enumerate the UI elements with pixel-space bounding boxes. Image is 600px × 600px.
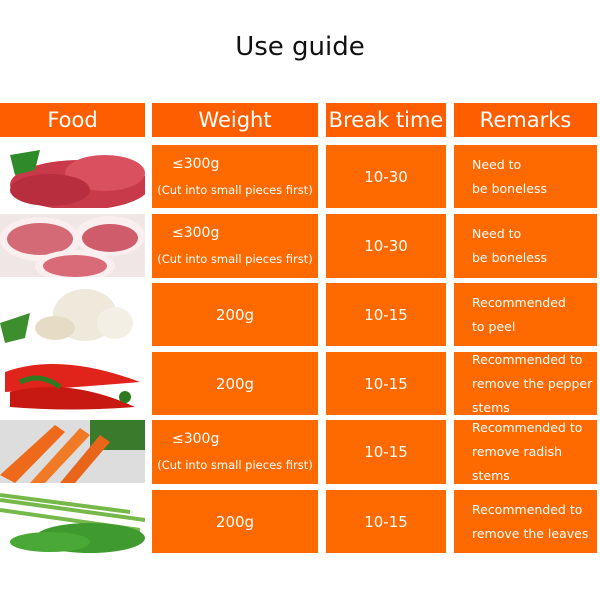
weight-value: ≤300g bbox=[172, 431, 220, 447]
header-food: Food bbox=[0, 103, 145, 137]
weight-cell: ≤300g (Cut into small pieces first) bbox=[152, 145, 318, 208]
weight-note: (Cut into small pieces first) bbox=[157, 458, 313, 472]
header-weight: Weight bbox=[152, 103, 318, 137]
garlic-image bbox=[0, 283, 145, 346]
break-time-cell: 10-15 bbox=[326, 283, 446, 346]
weight-cell: 200g bbox=[152, 490, 318, 553]
weight-note: (Cut into small pieces first) bbox=[157, 252, 313, 266]
page-title: Use guide bbox=[235, 32, 365, 62]
weight-cell: ≤300g (Cut into small pieces first) bbox=[152, 420, 318, 484]
weight-value: ≤300g bbox=[172, 225, 220, 241]
remarks-line: Need to bbox=[472, 156, 522, 172]
remarks-line: remove radish bbox=[472, 444, 563, 459]
header-remarks: Remarks bbox=[454, 103, 597, 137]
break-time-cell: 10-30 bbox=[326, 214, 446, 278]
weight-value: 200g bbox=[215, 305, 255, 324]
remarks-line: remove the pepper bbox=[472, 375, 593, 391]
red-pepper-image bbox=[0, 352, 145, 415]
remarks-line: Recommended to bbox=[472, 420, 583, 435]
remarks-cell: Need to be boneless bbox=[454, 214, 597, 278]
carrot-image bbox=[0, 420, 145, 484]
remarks-line: be boneless bbox=[472, 250, 547, 265]
remarks-line: to peel bbox=[472, 318, 516, 334]
weight-value: ≤300g bbox=[172, 155, 220, 172]
pork-image bbox=[0, 214, 145, 278]
remarks-line: remove the leaves bbox=[472, 525, 589, 541]
break-time-cell: 10-15 bbox=[326, 352, 446, 415]
weight-value: 200g bbox=[215, 374, 255, 393]
weight-cell: ≤300g (Cut into small pieces first) bbox=[152, 214, 318, 278]
remarks-line: stems bbox=[472, 468, 510, 483]
weight-value: 200g bbox=[215, 512, 255, 531]
remarks-cell: Recommended to remove the pepper stems bbox=[454, 352, 597, 415]
weight-cell: 200g bbox=[152, 283, 318, 346]
remarks-line: stems bbox=[472, 399, 510, 415]
remarks-line: Recommended to bbox=[472, 351, 583, 367]
remarks-cell: Recommended to remove the leaves bbox=[454, 490, 597, 553]
remarks-cell: Recommended to peel bbox=[454, 283, 597, 346]
beef-image bbox=[0, 145, 145, 208]
weight-cell: 200g bbox=[152, 352, 318, 415]
remarks-line: Recommended bbox=[472, 294, 566, 310]
remarks-cell: Need to be boneless bbox=[454, 145, 597, 208]
remarks-line: be boneless bbox=[472, 180, 547, 196]
celery-image bbox=[0, 490, 145, 553]
remarks-line: Need to bbox=[472, 226, 522, 241]
break-time-cell: 10-15 bbox=[326, 420, 446, 484]
break-time-cell: 10-15 bbox=[326, 490, 446, 553]
remarks-line: Recommended to bbox=[472, 501, 583, 517]
weight-note: (Cut into small pieces first) bbox=[157, 182, 313, 197]
remarks-cell: Recommended to remove radish stems bbox=[454, 420, 597, 484]
header-break-time: Break time bbox=[326, 103, 446, 137]
break-time-cell: 10-30 bbox=[326, 145, 446, 208]
